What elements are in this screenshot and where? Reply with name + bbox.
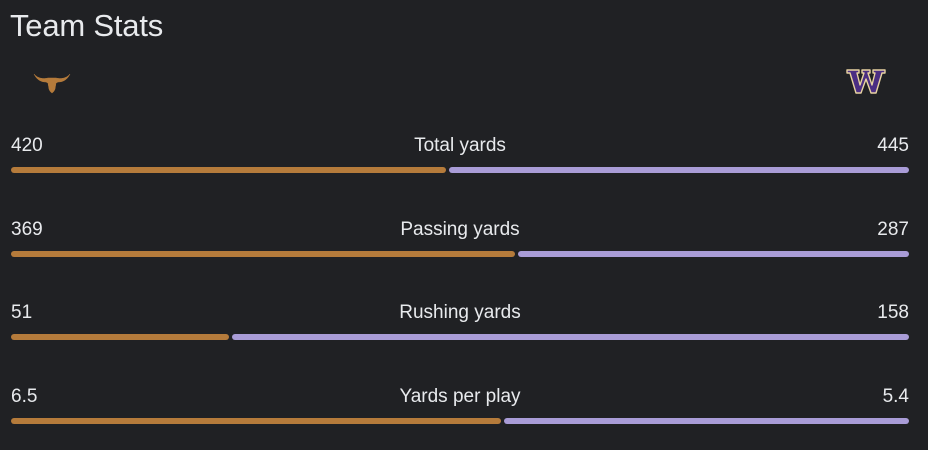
stat-left-value: 6.5 bbox=[11, 386, 38, 407]
left-team-bar bbox=[11, 251, 515, 257]
stat-label: Rushing yards bbox=[399, 302, 521, 323]
stat-right-value: 445 bbox=[877, 135, 909, 156]
stat-label: Total yards bbox=[414, 135, 506, 156]
texas-longhorn-logo-icon bbox=[32, 67, 72, 97]
stat-right-value: 287 bbox=[877, 219, 909, 240]
right-team-bar bbox=[517, 251, 909, 257]
comparison-bar bbox=[11, 334, 909, 340]
stat-right-value: 5.4 bbox=[882, 386, 909, 407]
right-team-bar bbox=[231, 334, 909, 340]
stat-row-total-yards: 420 Total yards 445 bbox=[11, 134, 909, 194]
stat-right-value: 158 bbox=[877, 302, 909, 323]
stat-row-passing-yards: 369 Passing yards 287 bbox=[11, 218, 909, 278]
stat-row-rushing-yards: 51 Rushing yards 158 bbox=[11, 301, 909, 361]
stat-row-yards-per-play: 6.5 Yards per play 5.4 bbox=[11, 385, 909, 445]
left-team-bar bbox=[11, 167, 446, 173]
stat-label: Yards per play bbox=[399, 386, 521, 407]
comparison-bar bbox=[11, 167, 909, 173]
left-team-bar bbox=[11, 418, 501, 424]
right-team-bar bbox=[503, 418, 909, 424]
right-team-bar bbox=[448, 167, 909, 173]
left-team-bar bbox=[11, 334, 229, 340]
washington-w-logo-icon bbox=[845, 66, 886, 96]
page-title: Team Stats bbox=[10, 8, 164, 43]
comparison-bar bbox=[11, 251, 909, 257]
stat-left-value: 420 bbox=[11, 135, 43, 156]
stat-label: Passing yards bbox=[400, 219, 520, 240]
comparison-bar bbox=[11, 418, 909, 424]
stat-left-value: 369 bbox=[11, 219, 43, 240]
stat-left-value: 51 bbox=[11, 302, 33, 323]
